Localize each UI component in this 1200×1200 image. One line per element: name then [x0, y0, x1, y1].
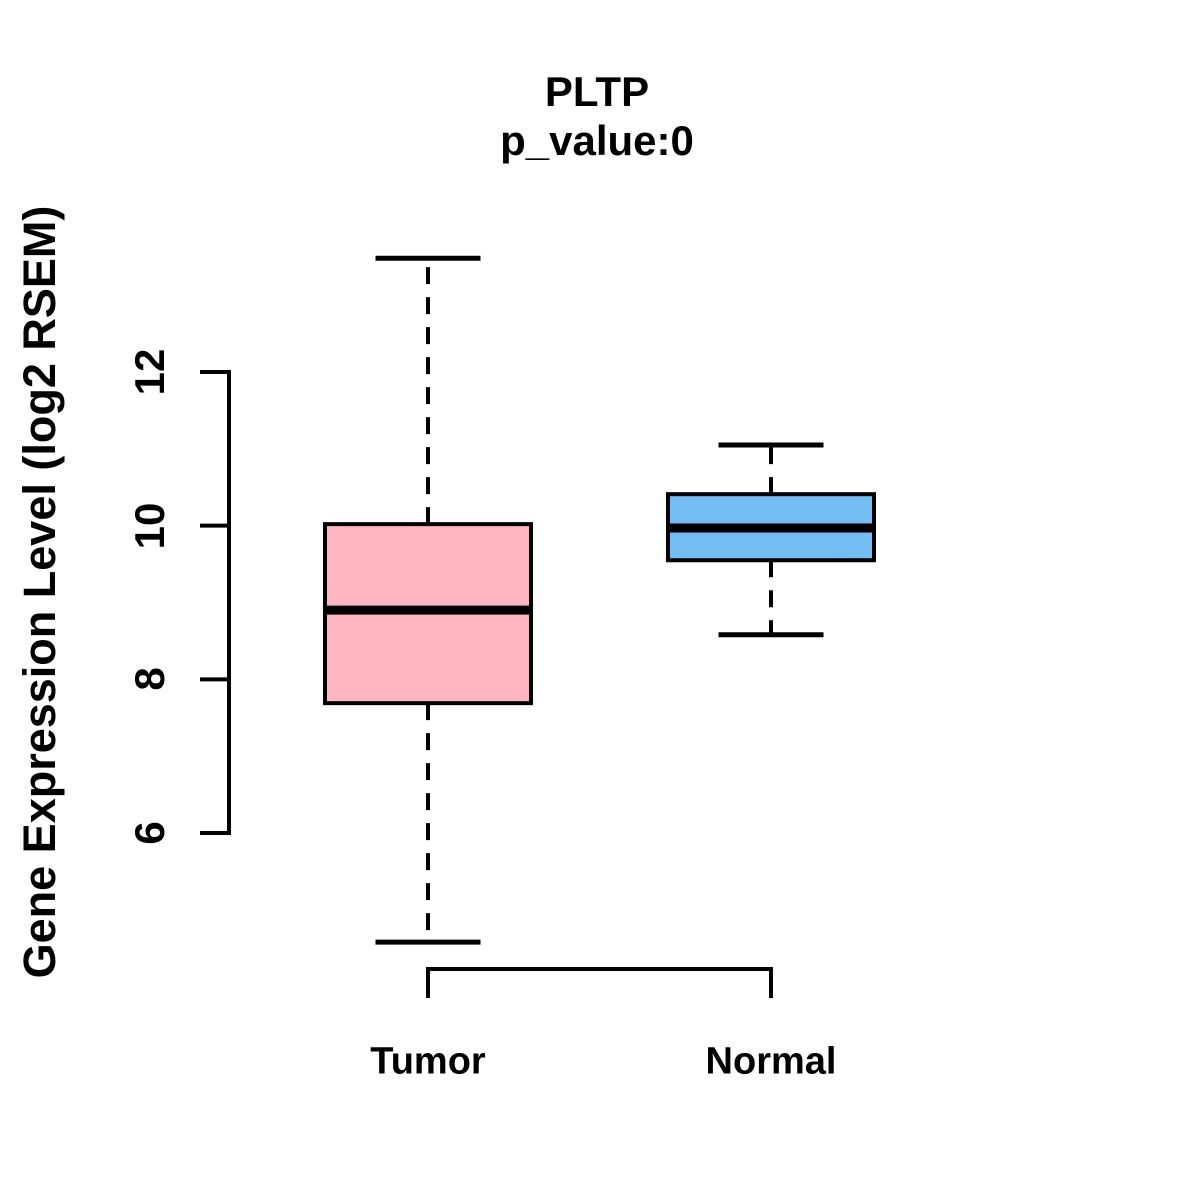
y-tick-label: 12: [126, 348, 173, 396]
y-tick-label: 6: [126, 821, 173, 845]
y-tick-label: 8: [126, 667, 173, 692]
chart-title-block: PLTP p_value:0: [500, 68, 694, 165]
chart-subtitle: p_value:0: [500, 116, 694, 164]
x-axis-bracket: [426, 967, 773, 998]
x-category-label-tumor: Tumor: [370, 1040, 486, 1083]
x-category-label-normal: Normal: [705, 1040, 837, 1083]
chart-title: PLTP: [544, 68, 650, 115]
y-tick-label: 10: [126, 502, 173, 550]
